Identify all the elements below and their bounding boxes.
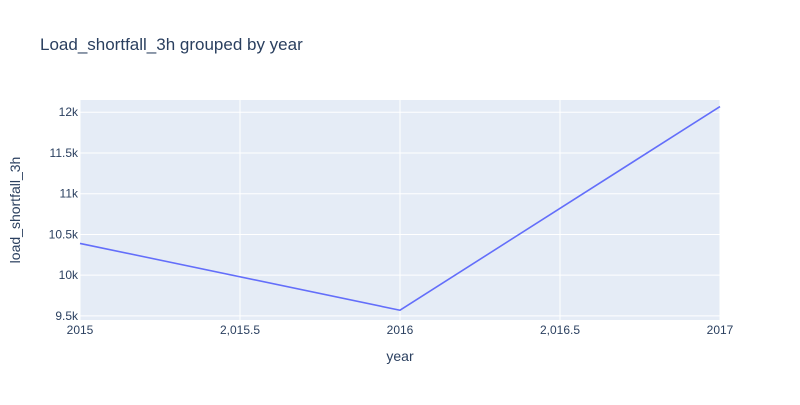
series-line[interactable] [79, 105, 721, 312]
x-tick-label: 2,015.5 [220, 323, 260, 337]
grid-lines [79, 100, 721, 320]
y-tick-label: 11.5k [50, 146, 79, 160]
series-layer [79, 105, 721, 312]
x-tick-label: 2016 [387, 323, 414, 337]
y-axis-title: load_shortfall_3h [7, 157, 23, 264]
y-tick-label: 10.5k [49, 227, 79, 241]
x-tick-label: 2017 [707, 323, 734, 337]
y-tick-label: 10k [59, 268, 79, 282]
x-tick-label: 2,016.5 [540, 323, 580, 337]
x-axis-ticks: 2015 2,015.5 2016 2,016.5 2017 [67, 323, 734, 337]
x-axis-title: year [386, 348, 414, 364]
y-tick-label: 11k [60, 187, 79, 201]
x-tick-label: 2015 [67, 323, 94, 337]
y-axis-ticks: 9.5k 10k 10.5k 11k 11.5k 12k [49, 105, 79, 323]
y-tick-label: 12k [59, 105, 79, 119]
chart-title: Load_shortfall_3h grouped by year [40, 35, 303, 54]
y-tick-label: 9.5k [55, 309, 79, 323]
